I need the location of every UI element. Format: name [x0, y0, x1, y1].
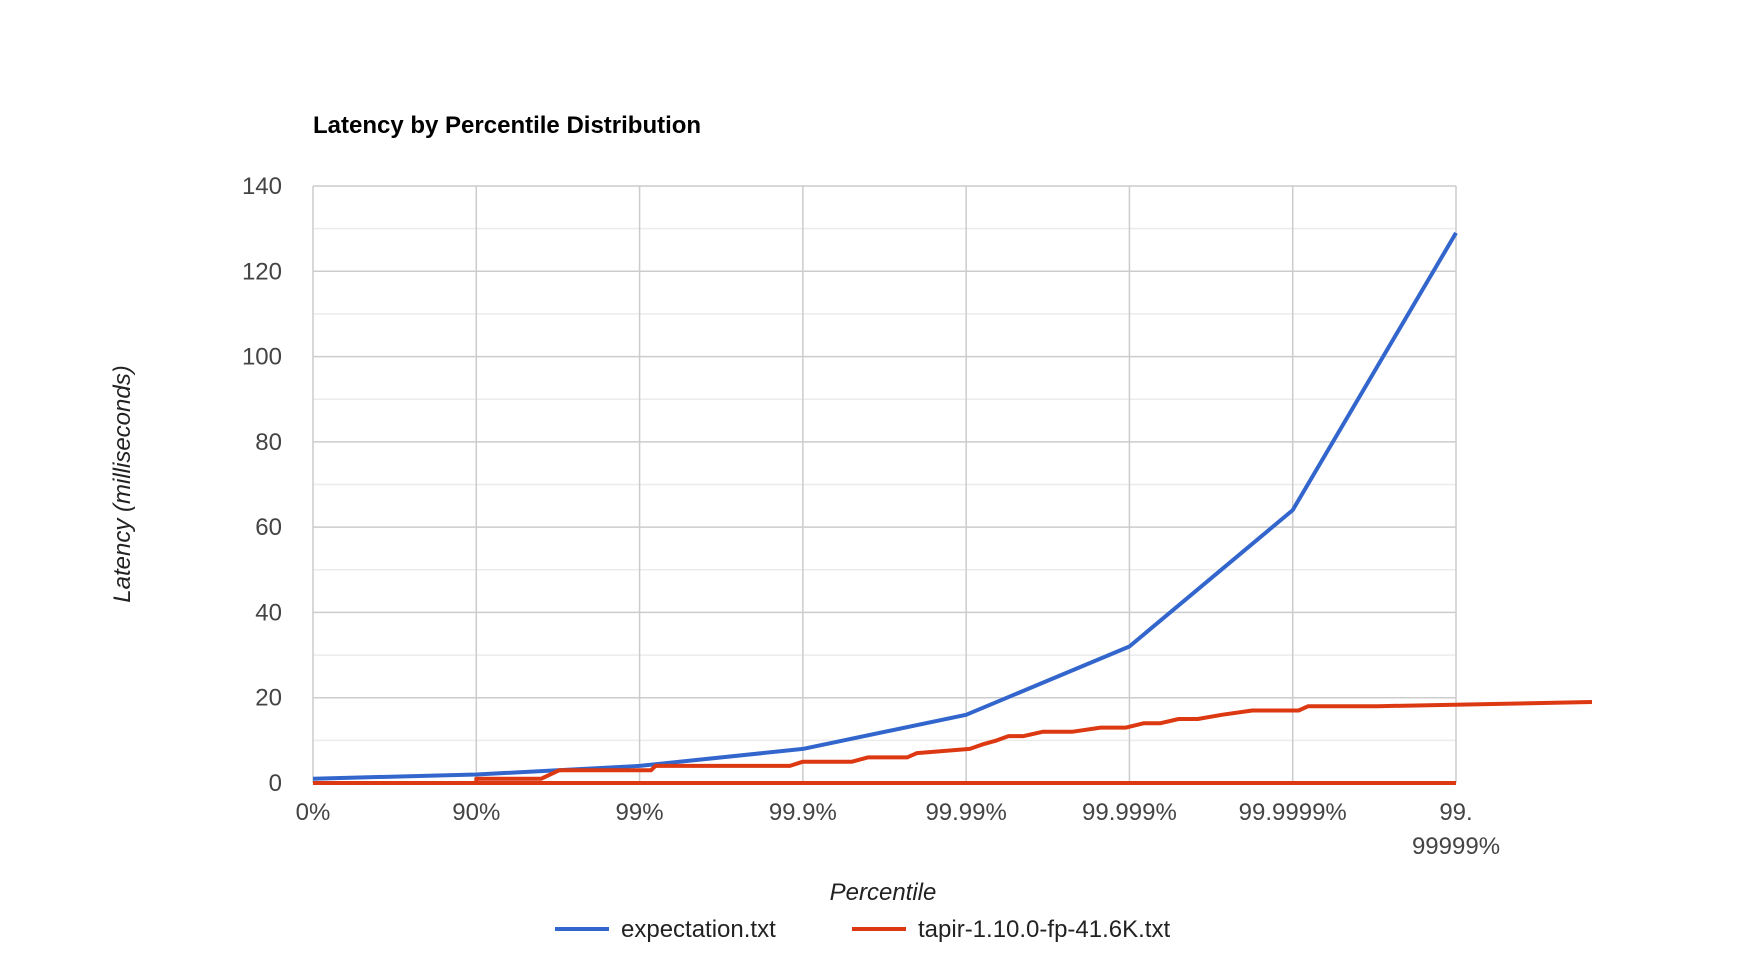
- chart-title: Latency by Percentile Distribution: [313, 112, 701, 139]
- x-axis-label: Percentile: [830, 879, 937, 906]
- y-tick-label: 100: [242, 344, 282, 371]
- y-tick-label: 140: [242, 173, 282, 200]
- x-axis-tick-labels: 0% 90% 99% 99.9% 99.99% 99.999% 99.9999% 99. 999…: [296, 799, 1500, 860]
- x-tick-label: 90%: [452, 799, 500, 826]
- x-tick-label: 99%: [616, 799, 664, 826]
- y-tick-label: 40: [255, 599, 282, 626]
- x-tick-label: 99.9999%: [1239, 799, 1347, 826]
- series-line-2: [313, 700, 1593, 785]
- y-axis-label: Latency (milliseconds): [109, 365, 136, 602]
- x-tick-label: 99.999%: [1082, 799, 1177, 826]
- x-tick-label: 99.99%: [925, 799, 1006, 826]
- x-tick-label: 99.9%: [769, 799, 837, 826]
- legend-label-1: expectation.txt: [621, 916, 776, 943]
- legend: expectation.txt tapir-1.10.0-fp-41.6K.txt: [555, 916, 1170, 943]
- x-tick-label: 99. 99999%: [1412, 799, 1500, 860]
- y-tick-label: 20: [255, 685, 282, 712]
- y-tick-label: 60: [255, 514, 282, 541]
- y-tick-label: 0: [269, 770, 282, 797]
- series-lines: [312, 231, 1593, 785]
- y-tick-label: 80: [255, 429, 282, 456]
- y-axis-tick-labels: 0 20 40 60 80 100 120 140: [242, 173, 282, 797]
- y-tick-label: 120: [242, 258, 282, 285]
- x-tick-label: 0%: [296, 799, 331, 826]
- legend-label-2: tapir-1.10.0-fp-41.6K.txt: [918, 916, 1170, 943]
- gridlines: [312, 185, 1457, 784]
- series-line-1: [312, 231, 1458, 781]
